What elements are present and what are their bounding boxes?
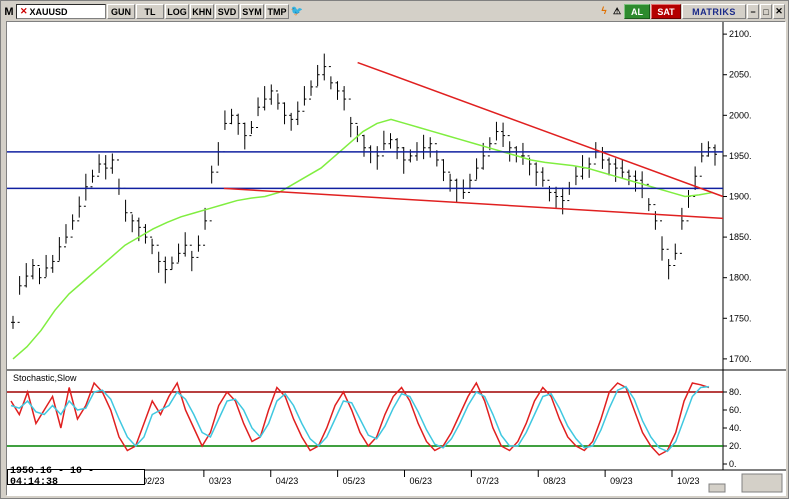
close-icon[interactable]: ✕ (773, 4, 785, 19)
price-tick-label: 1800. (729, 273, 752, 283)
stoch-tick-label: 80. (729, 387, 742, 397)
price-tick-label: 1700. (729, 354, 752, 364)
period-button[interactable]: GUN (107, 4, 135, 19)
remove-symbol-icon[interactable]: ✕ (20, 6, 28, 16)
chart-background (7, 22, 786, 496)
sym-button[interactable]: SYM (240, 4, 264, 19)
time-tick-label: 09/23 (610, 476, 633, 486)
price-tick-label: 1900. (729, 192, 752, 202)
buy-button[interactable]: AL (624, 4, 650, 19)
trend-line (223, 187, 724, 220)
stoch-k-line (10, 381, 710, 456)
nav-buttons (741, 473, 783, 493)
maximize-icon[interactable]: □ (760, 4, 772, 19)
time-tick-label: 05/23 (343, 476, 366, 486)
stoch-tick-label: 0. (729, 459, 737, 469)
trend-line (357, 61, 724, 198)
indicator-label: Stochastic,Slow (13, 373, 77, 383)
price-tick-label: 1750. (729, 313, 752, 323)
menu-button[interactable]: M (3, 4, 15, 19)
price-tick-label: 2100. (729, 29, 752, 39)
sma-line (12, 118, 714, 360)
minimize-icon[interactable]: − (747, 4, 759, 19)
symbol-text: XAUUSD (29, 6, 68, 17)
alert-icon[interactable]: ⚠ (611, 4, 623, 19)
price-readout: 1950.16 - 10 - 04:14:38 (7, 466, 145, 488)
khn-button[interactable]: KHN (190, 4, 214, 19)
time-tick-label: 10/23 (677, 476, 700, 486)
stoch-tick-label: 20. (729, 441, 742, 451)
time-tick-label: 02/23 (142, 476, 165, 486)
symbol-field[interactable]: ✕ XAUUSD (16, 4, 106, 19)
log-scale-button[interactable]: LOG (165, 4, 189, 19)
price-tick-label: 2050. (729, 70, 752, 80)
stoch-tick-label: 60. (729, 405, 742, 415)
twitter-icon[interactable]: 🐦 (290, 4, 304, 19)
time-tick-label: 04/23 (276, 476, 299, 486)
sell-button[interactable]: SAT (651, 4, 681, 19)
chart-svg[interactable]: 1700. 1750. 1800. 1850. 1900. 1950. 2000. 2050.… (7, 22, 786, 496)
scroll-button (708, 483, 726, 493)
time-tick-label: 07/23 (476, 476, 499, 486)
time-tick-label: 06/23 (410, 476, 433, 486)
time-tick-label: 03/23 (209, 476, 232, 486)
svd-button[interactable]: SVD (215, 4, 239, 19)
brand-logo: MATRIKS (682, 4, 746, 19)
lightning-icon[interactable]: ϟ (598, 4, 610, 19)
currency-button[interactable]: TL (136, 4, 164, 19)
price-tick-label: 1950. (729, 151, 752, 161)
time-tick-label: 08/23 (543, 476, 566, 486)
stoch-d-line (10, 385, 710, 453)
price-tick-label: 1850. (729, 232, 752, 242)
tmp-button[interactable]: TMP (265, 4, 289, 19)
stoch-tick-label: 40. (729, 423, 742, 433)
chart-canvas[interactable]: 1700. 1750. 1800. 1850. 1900. 1950. 2000. 2050.… (6, 21, 786, 496)
price-tick-label: 2000. (729, 110, 752, 120)
chart-toolbar: M ✕ XAUUSD GUN TL LOG KHN SVD SYM TMP 🐦 … (3, 3, 786, 20)
